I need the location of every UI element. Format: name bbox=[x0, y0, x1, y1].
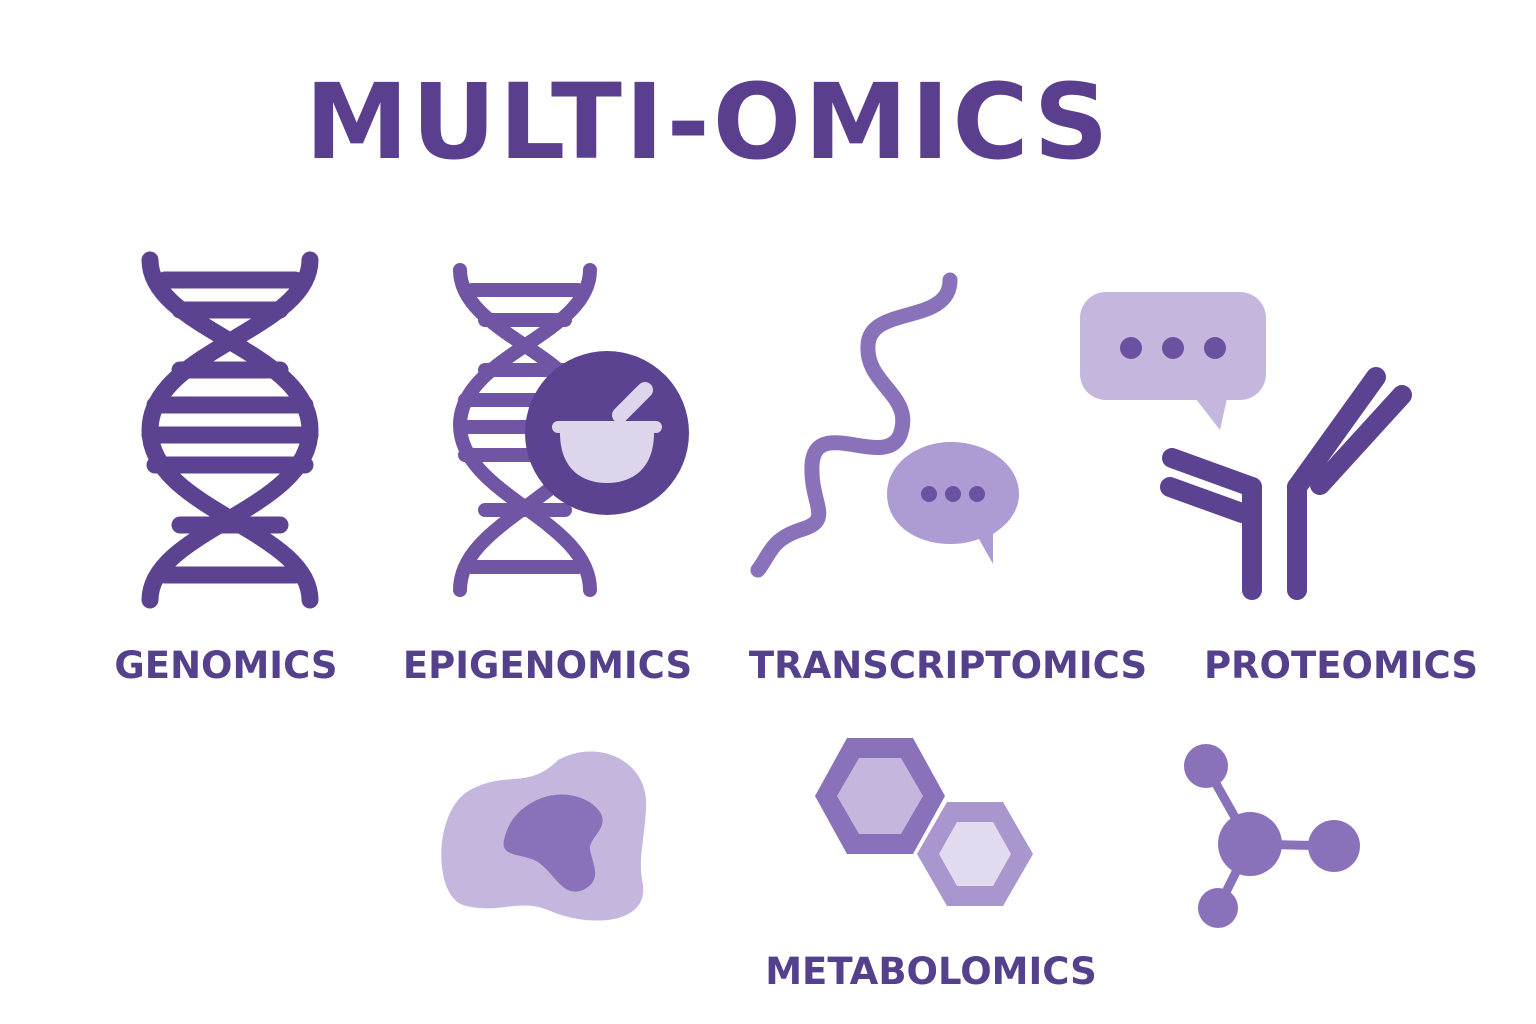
label-epigenomics: EPIGENOMICS bbox=[402, 644, 693, 687]
label-transcriptomics: TRANSCRIPTOMICS bbox=[748, 644, 1148, 687]
label-proteomics: PROTEOMICS bbox=[1203, 644, 1479, 687]
metabolite-blob-icon bbox=[441, 751, 647, 921]
dna-helix-icon bbox=[141, 251, 319, 609]
rna-strand-icon bbox=[750, 272, 958, 578]
label-genomics: GENOMICS bbox=[114, 644, 338, 687]
epigenetic-dna-icon bbox=[452, 263, 689, 597]
chat-bubble-icon bbox=[1080, 292, 1266, 430]
diagram-title: MULTI-OMICS bbox=[305, 61, 1112, 183]
label-metabolomics: METABOLOMICS bbox=[765, 950, 1097, 993]
speech-bubble-icon bbox=[887, 442, 1019, 564]
mortar-pestle-icon bbox=[552, 382, 662, 483]
antibody-icon bbox=[1160, 367, 1412, 600]
molecule-network-icon bbox=[1184, 744, 1360, 928]
hexagon-molecule-icon bbox=[815, 738, 1033, 906]
